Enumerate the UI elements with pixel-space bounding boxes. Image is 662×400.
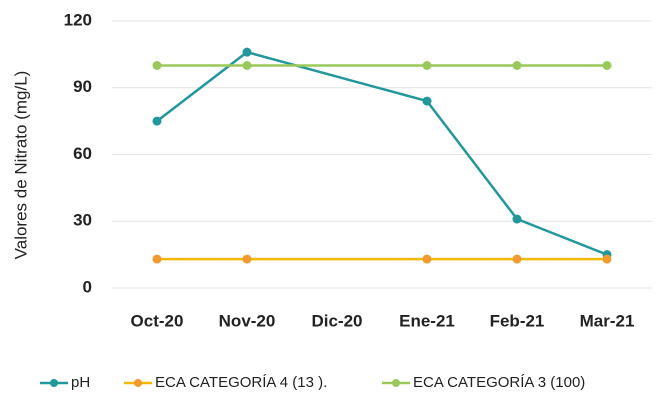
y-tick-label: 90 xyxy=(73,77,92,96)
point xyxy=(152,116,162,126)
y-tick-label: 30 xyxy=(73,211,92,230)
point xyxy=(422,61,432,70)
point xyxy=(422,254,432,264)
line-connector xyxy=(426,100,518,220)
x-tick-label: Ene-21 xyxy=(399,311,455,330)
x-tick-label: Feb-21 xyxy=(490,311,545,330)
point xyxy=(602,61,612,70)
line-connector xyxy=(516,217,608,256)
y-tick-label: 60 xyxy=(73,144,92,163)
x-tick-label: Nov-20 xyxy=(219,311,276,330)
x-tick-label: Oct-20 xyxy=(131,311,184,330)
point xyxy=(242,61,252,70)
line-connector xyxy=(246,50,428,103)
y-tick-label: 120 xyxy=(64,10,92,29)
point xyxy=(512,61,522,70)
point xyxy=(512,254,522,264)
legend-label: ECA CATEGORÍA 4 (13 ). xyxy=(155,374,327,391)
legend-label: pH xyxy=(71,374,90,391)
y-tick-label: 0 xyxy=(83,277,92,296)
x-tick-label: Mar-21 xyxy=(580,311,635,330)
point xyxy=(242,47,252,57)
point xyxy=(512,214,522,224)
legend-marker xyxy=(134,379,142,387)
point xyxy=(242,254,252,264)
line-connector xyxy=(156,51,248,123)
legend-label: ECA CATEGORÍA 3 (100) xyxy=(413,374,585,391)
point xyxy=(602,254,612,264)
point xyxy=(152,61,162,70)
legend-marker xyxy=(392,379,400,387)
x-tick-label: Dic-20 xyxy=(311,311,362,330)
point xyxy=(422,96,432,106)
point xyxy=(152,254,162,264)
y-axis-label: Valores de Nitrato (mg/L) xyxy=(11,71,30,260)
legend-marker xyxy=(50,379,58,387)
